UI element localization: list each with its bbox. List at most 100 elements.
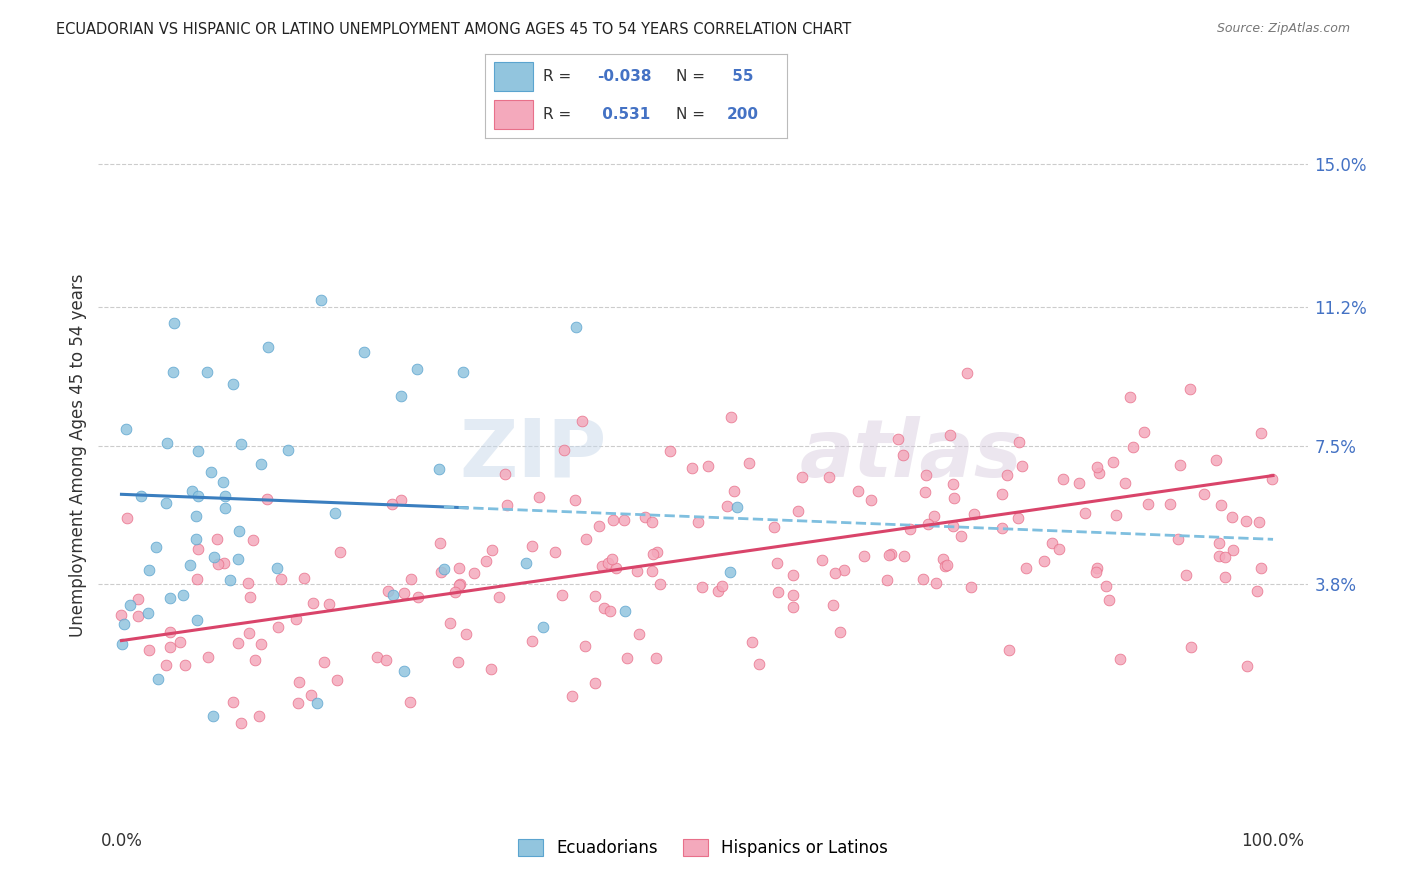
Point [479, 662, 502, 676]
Point [312, 655, 335, 669]
Point [723, 484, 745, 499]
Point [997, 642, 1019, 657]
Point [120, 599, 142, 613]
Point [1007, 511, 1029, 525]
Point [155, 496, 177, 510]
Y-axis label: Unemployment Among Ages 45 to 54 years: Unemployment Among Ages 45 to 54 years [69, 273, 87, 637]
Point [634, 510, 657, 524]
Point [129, 490, 152, 504]
Point [1033, 554, 1056, 568]
Point [222, 695, 245, 709]
Point [186, 613, 208, 627]
Text: 200: 200 [727, 107, 759, 122]
Point [231, 715, 253, 730]
Point [1085, 565, 1108, 579]
Point [366, 649, 388, 664]
Point [790, 469, 813, 483]
Point [626, 564, 648, 578]
Point [288, 674, 311, 689]
Point [406, 362, 429, 376]
Point [115, 511, 138, 525]
Point [782, 600, 804, 615]
Point [187, 489, 209, 503]
Point [138, 606, 160, 620]
Point [658, 444, 681, 458]
Point [377, 584, 399, 599]
Point [1168, 458, 1191, 472]
Point [156, 436, 179, 450]
Point [243, 653, 266, 667]
Point [162, 365, 184, 379]
Point [114, 422, 136, 436]
Point [382, 588, 405, 602]
Point [226, 636, 249, 650]
Point [202, 550, 225, 565]
Point [697, 459, 720, 474]
Text: 0.531: 0.531 [598, 107, 650, 122]
Point [1040, 535, 1063, 549]
Point [876, 573, 898, 587]
Point [942, 477, 965, 491]
Point [681, 461, 703, 475]
Point [602, 513, 624, 527]
Point [931, 552, 953, 566]
Point [593, 601, 616, 615]
Point [1105, 508, 1128, 523]
Point [494, 467, 516, 481]
Point [766, 584, 789, 599]
Point [643, 548, 665, 562]
Point [1052, 472, 1074, 486]
Point [1167, 532, 1189, 546]
Point [1101, 454, 1123, 468]
Point [911, 572, 934, 586]
Point [375, 652, 398, 666]
Text: R =: R = [543, 69, 571, 84]
Point [834, 563, 856, 577]
Point [707, 583, 730, 598]
Point [172, 588, 194, 602]
Point [591, 558, 613, 573]
Point [720, 410, 742, 425]
Point [762, 520, 785, 534]
Point [647, 544, 669, 558]
Point [214, 489, 236, 503]
Point [169, 634, 191, 648]
Point [1192, 487, 1215, 501]
Point [917, 517, 939, 532]
Point [852, 549, 875, 563]
Point [207, 558, 229, 572]
Point [939, 427, 962, 442]
Point [112, 617, 135, 632]
Text: N =: N = [675, 107, 704, 122]
Point [828, 625, 851, 640]
Text: -0.038: -0.038 [598, 69, 651, 84]
Point [214, 501, 236, 516]
Point [211, 475, 233, 490]
Point [588, 519, 610, 533]
Point [575, 532, 598, 546]
Point [219, 573, 242, 587]
Point [481, 543, 503, 558]
Point [914, 485, 936, 500]
Point [963, 507, 986, 521]
Point [186, 572, 208, 586]
Point [1159, 497, 1181, 511]
Point [1136, 497, 1159, 511]
Legend: Ecuadorians, Hispanics or Latinos: Ecuadorians, Hispanics or Latinos [512, 832, 894, 863]
Point [1085, 459, 1108, 474]
Point [1234, 514, 1257, 528]
Point [627, 627, 650, 641]
Point [200, 465, 222, 479]
Point [1213, 550, 1236, 565]
Point [326, 673, 349, 687]
Point [1085, 561, 1108, 575]
Point [238, 626, 260, 640]
Point [891, 448, 914, 462]
Point [782, 567, 804, 582]
Point [787, 504, 810, 518]
Point [811, 553, 834, 567]
Point [301, 596, 323, 610]
Point [1069, 475, 1091, 490]
Text: ZIP: ZIP [458, 416, 606, 494]
Point [564, 493, 586, 508]
